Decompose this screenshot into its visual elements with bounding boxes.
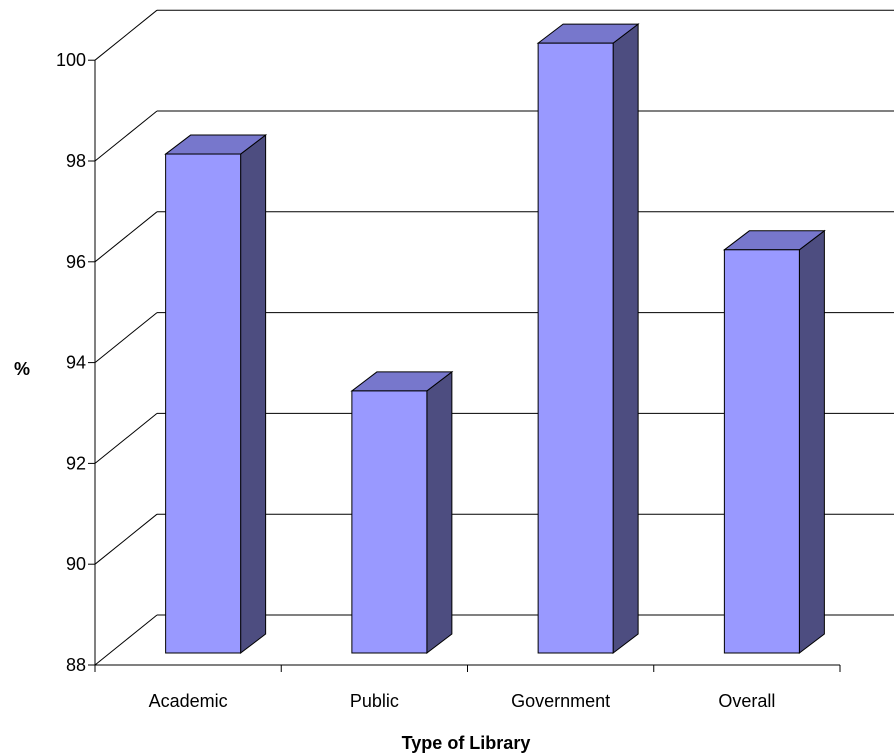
gridline-side-94 — [94, 312, 158, 363]
bar-front — [165, 153, 242, 654]
x-axis-title: Type of Library — [402, 733, 531, 753]
tick-labels: 88 90 92 94 96 98 100 Academic Public Government O… — [56, 50, 775, 711]
bar-side — [612, 23, 639, 655]
bar-side — [426, 370, 453, 655]
y-tick-label-98: 98 — [66, 151, 86, 171]
bar-side — [798, 229, 825, 655]
bars — [164, 23, 826, 655]
y-tick-label-100: 100 — [56, 50, 86, 70]
x-tick-label-overall: Overall — [718, 691, 775, 711]
y-tick-label-92: 92 — [66, 453, 86, 473]
x-tick-label-government: Government — [511, 691, 610, 711]
gridline-side-96 — [94, 211, 158, 263]
y-tick-label-88: 88 — [66, 655, 86, 675]
bar-front — [351, 390, 428, 654]
gridline-side-90 — [94, 513, 158, 565]
bar-front — [723, 249, 800, 654]
gridline-side-98 — [94, 110, 158, 162]
x-tick-label-academic: Academic — [149, 691, 228, 711]
x-tick-label-public: Public — [350, 691, 399, 711]
y-tick-label-96: 96 — [66, 252, 86, 272]
gridlines — [94, 9, 894, 666]
gridline-side-88 — [94, 614, 158, 666]
bar-side — [240, 134, 267, 655]
bar-overall — [722, 229, 826, 655]
bar-public — [350, 370, 454, 655]
gridline-side-92 — [94, 413, 158, 464]
y-tick-label-94: 94 — [66, 353, 86, 373]
y-axis-title: % — [14, 359, 30, 379]
gridline-side-100 — [94, 9, 158, 61]
bar-government — [536, 23, 640, 655]
y-tick-label-90: 90 — [66, 554, 86, 574]
bar-front — [537, 42, 614, 654]
axes — [88, 59, 841, 672]
bar-academic — [164, 134, 268, 655]
